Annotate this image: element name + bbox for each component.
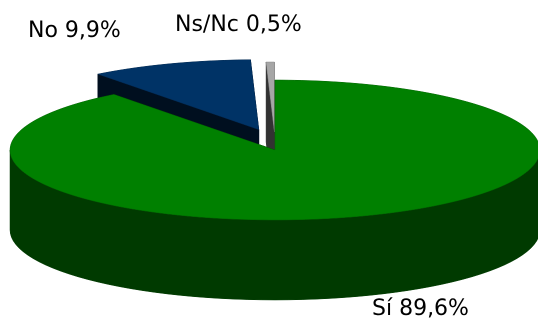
pie-slice-si bbox=[9, 79, 538, 301]
slice-label-si: Sí 89,6% bbox=[372, 296, 469, 321]
slice-label-nsnc: Ns/Nc 0,5% bbox=[175, 12, 302, 37]
slice-label-no: No 9,9% bbox=[28, 18, 121, 43]
